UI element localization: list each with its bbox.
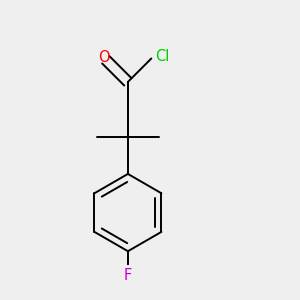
Text: Cl: Cl <box>155 49 169 64</box>
Text: F: F <box>124 268 132 283</box>
Text: O: O <box>98 50 110 65</box>
